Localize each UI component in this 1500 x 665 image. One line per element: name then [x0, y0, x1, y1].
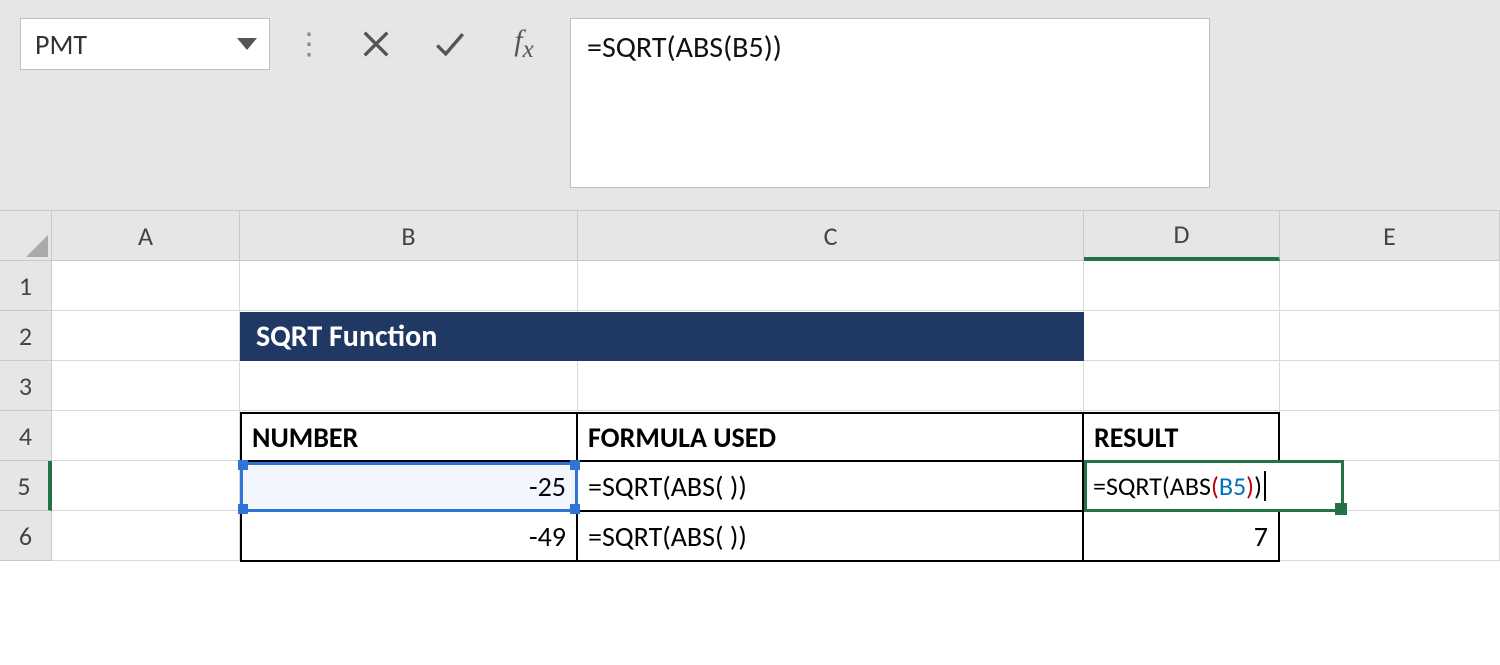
cell-formula-r2[interactable]: =SQRT(ABS( ))	[578, 512, 1084, 562]
cell-number-r2[interactable]: -49	[240, 512, 578, 562]
formula-input-text: =SQRT(ABS(B5))	[587, 29, 782, 66]
cell-E2[interactable]	[1280, 311, 1500, 361]
formula-input[interactable]: =SQRT(ABS(B5))	[570, 18, 1210, 188]
fx-icon[interactable]: fx	[504, 24, 544, 64]
cell-D1[interactable]	[1084, 261, 1280, 311]
row-header-3[interactable]: 3	[0, 361, 52, 411]
cell-result-r2[interactable]: 7	[1084, 512, 1280, 562]
row-header-6[interactable]: 6	[0, 511, 52, 561]
table-row: -49 =SQRT(ABS( )) 7	[240, 512, 1280, 562]
cell-D3[interactable]	[1084, 361, 1280, 411]
col-header-E[interactable]: E	[1280, 211, 1500, 261]
title-banner: SQRT Function	[240, 312, 1084, 361]
row-header-5[interactable]: 5	[0, 461, 52, 511]
title-text: SQRT Function	[256, 318, 437, 355]
edit-token: )	[1254, 470, 1262, 502]
header-result: RESULT	[1084, 412, 1280, 462]
cell-A6[interactable]	[52, 511, 240, 561]
select-all-corner[interactable]	[0, 211, 52, 261]
marquee-handle-icon	[238, 460, 248, 470]
text-caret-icon	[1264, 471, 1266, 501]
cell-A4[interactable]	[52, 411, 240, 461]
fill-handle-icon[interactable]	[1335, 503, 1347, 515]
cell-E1[interactable]	[1280, 261, 1500, 311]
cell-A5[interactable]	[52, 461, 240, 511]
enter-icon[interactable]	[430, 24, 470, 64]
row-header-2[interactable]: 2	[0, 311, 52, 361]
col-header-D[interactable]: D	[1084, 211, 1280, 261]
row-header-4[interactable]: 4	[0, 411, 52, 461]
col-header-B[interactable]: B	[240, 211, 578, 261]
cell-B1[interactable]	[240, 261, 578, 311]
marquee-handle-icon	[570, 460, 580, 470]
range-reference-highlight	[240, 462, 578, 512]
active-cell-editor[interactable]: =SQRT(ABS(B5))	[1084, 460, 1344, 512]
cell-A3[interactable]	[52, 361, 240, 411]
row-header-1[interactable]: 1	[0, 261, 52, 311]
col-header-C[interactable]: C	[578, 211, 1084, 261]
cancel-icon[interactable]	[356, 24, 396, 64]
marquee-handle-icon	[570, 504, 580, 514]
name-box[interactable]: PMT	[20, 18, 270, 70]
cell-A2[interactable]	[52, 311, 240, 361]
cell-B3[interactable]	[240, 361, 578, 411]
cell-D2[interactable]	[1084, 311, 1280, 361]
cell-E3[interactable]	[1280, 361, 1500, 411]
cell-C3[interactable]	[578, 361, 1084, 411]
col-header-A[interactable]: A	[52, 211, 240, 261]
header-number: NUMBER	[240, 412, 578, 462]
marquee-handle-icon	[238, 504, 248, 514]
name-box-dropdown-icon[interactable]	[237, 38, 257, 50]
edit-token-ref: B5	[1219, 470, 1246, 502]
cell-formula-r1[interactable]: =SQRT(ABS( ))	[578, 462, 1084, 512]
table-header-row: NUMBER FORMULA USED RESULT	[240, 412, 1280, 462]
cell-A1[interactable]	[52, 261, 240, 311]
formula-bar-separator: ⋮	[288, 18, 330, 70]
edit-token: =SQRT(ABS	[1093, 470, 1211, 502]
cell-C1[interactable]	[578, 261, 1084, 311]
edit-token-paren: (	[1211, 470, 1219, 502]
formula-bar-buttons: fx	[348, 18, 552, 70]
formula-bar: PMT ⋮ fx =SQRT(ABS(B5))	[0, 0, 1500, 210]
cell-E4[interactable]	[1280, 411, 1500, 461]
cell-E6[interactable]	[1280, 511, 1500, 561]
edit-token-paren: )	[1246, 470, 1254, 502]
name-box-value: PMT	[35, 27, 87, 62]
header-formula-used: FORMULA USED	[578, 412, 1084, 462]
